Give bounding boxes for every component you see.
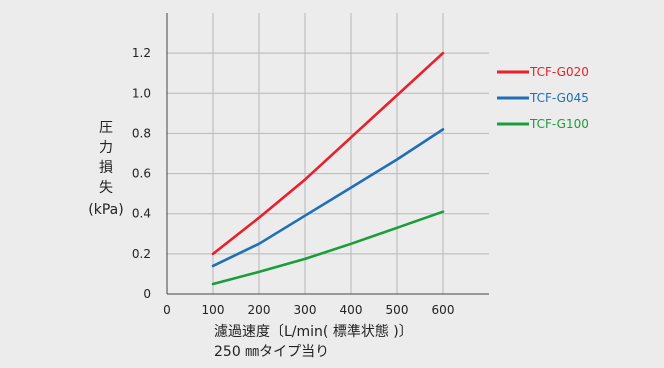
y-tick-label: 1.2 [132,46,151,60]
y-tick-label: 1.0 [132,86,151,100]
series-line-tcf-g100 [211,210,445,286]
y-tick-label: 0.2 [132,247,151,261]
y-tick-label: 0.4 [132,207,151,221]
x-tick-label: 300 [294,303,317,317]
y-tick-label: 0.6 [132,167,151,181]
x-tick-label: 600 [432,303,455,317]
y-axis-label: (kPa) [88,202,123,218]
series-line-tcf-g045 [211,128,445,268]
legend-label-tcf-g045: TCF-G045 [529,91,589,105]
legend-label-tcf-g020: TCF-G020 [529,65,589,79]
y-tick-label: 0.8 [132,126,151,140]
y-axis-label: 圧 [99,120,113,136]
x-tick-label: 200 [248,303,271,317]
y-axis-label: 失 [99,180,113,196]
x-axis-label: 濾過速度〔L/min( 標準状態 )〕 [214,324,413,340]
legend-label-tcf-g100: TCF-G100 [529,117,589,131]
x-tick-label: 100 [202,303,225,317]
y-axis-label: 力 [99,140,113,156]
x-tick-label: 0 [163,303,171,317]
x-tick-label: 400 [340,303,363,317]
x-axis-label: 250 ㎜タイプ当り [214,344,329,360]
x-tick-label: 500 [386,303,409,317]
y-tick-label: 0 [143,287,151,301]
series-line-tcf-g020 [211,51,445,256]
y-axis-label: 損 [99,160,113,176]
